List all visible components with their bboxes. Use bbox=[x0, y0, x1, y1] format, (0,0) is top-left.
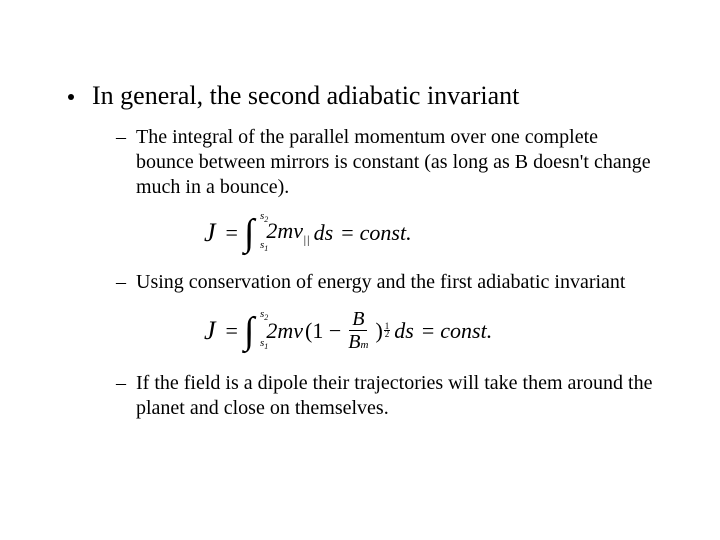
sub-item-1: – The integral of the parallel momentum … bbox=[116, 125, 660, 200]
eq1-upper-limit: s2 bbox=[260, 210, 268, 224]
equation-2: J = ∫ s2 s1 2mv(1 − B Bm ) 1 2 ds = cons… bbox=[204, 309, 660, 353]
eq2-upper-limit: s2 bbox=[260, 308, 268, 322]
eq2-fraction: B Bm bbox=[345, 309, 371, 353]
eq1-equals2: = bbox=[341, 220, 353, 246]
sub-item-3-text: If the field is a dipole their trajector… bbox=[136, 371, 660, 421]
eq2-equals: = bbox=[226, 318, 238, 344]
eq2-J: J bbox=[204, 316, 216, 346]
sub-list: – The integral of the parallel momentum … bbox=[116, 125, 660, 421]
eq1-equals: = bbox=[226, 220, 238, 246]
eq2-rparen: ) bbox=[375, 318, 382, 344]
main-bullet-text: In general, the second adiabatic invaria… bbox=[92, 80, 519, 113]
integral-icon: ∫ bbox=[244, 212, 254, 254]
dash-icon: – bbox=[116, 125, 126, 150]
bullet-dot-icon bbox=[68, 94, 74, 100]
eq2-integrand: 2mv(1 − bbox=[266, 318, 341, 344]
dash-icon: – bbox=[116, 371, 126, 396]
sub-item-1-text: The integral of the parallel momentum ov… bbox=[136, 125, 660, 200]
eq1-integrand: 2mv|| bbox=[266, 218, 309, 247]
eq1-J: J bbox=[204, 218, 216, 248]
eq2-lower-limit: s1 bbox=[260, 337, 268, 351]
sub-item-2: – Using conservation of energy and the f… bbox=[116, 270, 660, 295]
main-bullet: In general, the second adiabatic invaria… bbox=[60, 80, 660, 113]
eq2-equals2: = bbox=[422, 318, 434, 344]
sub-item-2-text: Using conservation of energy and the fir… bbox=[136, 270, 625, 295]
dash-icon: – bbox=[116, 270, 126, 295]
eq2-exponent: 1 2 bbox=[384, 323, 391, 338]
eq2-integral: ∫ s2 s1 bbox=[244, 312, 254, 350]
sub-item-3: – If the field is a dipole their traject… bbox=[116, 371, 660, 421]
eq1-lower-limit: s1 bbox=[260, 239, 268, 253]
equation-1: J = ∫ s2 s1 2mv|| ds = const. bbox=[204, 214, 660, 252]
eq1-const: const. bbox=[360, 220, 412, 246]
integral-icon: ∫ bbox=[244, 310, 254, 352]
eq1-integral: ∫ s2 s1 bbox=[244, 214, 254, 252]
eq2-const: const. bbox=[440, 318, 492, 344]
eq1-ds: ds bbox=[314, 220, 334, 246]
eq2-ds: ds bbox=[394, 318, 414, 344]
